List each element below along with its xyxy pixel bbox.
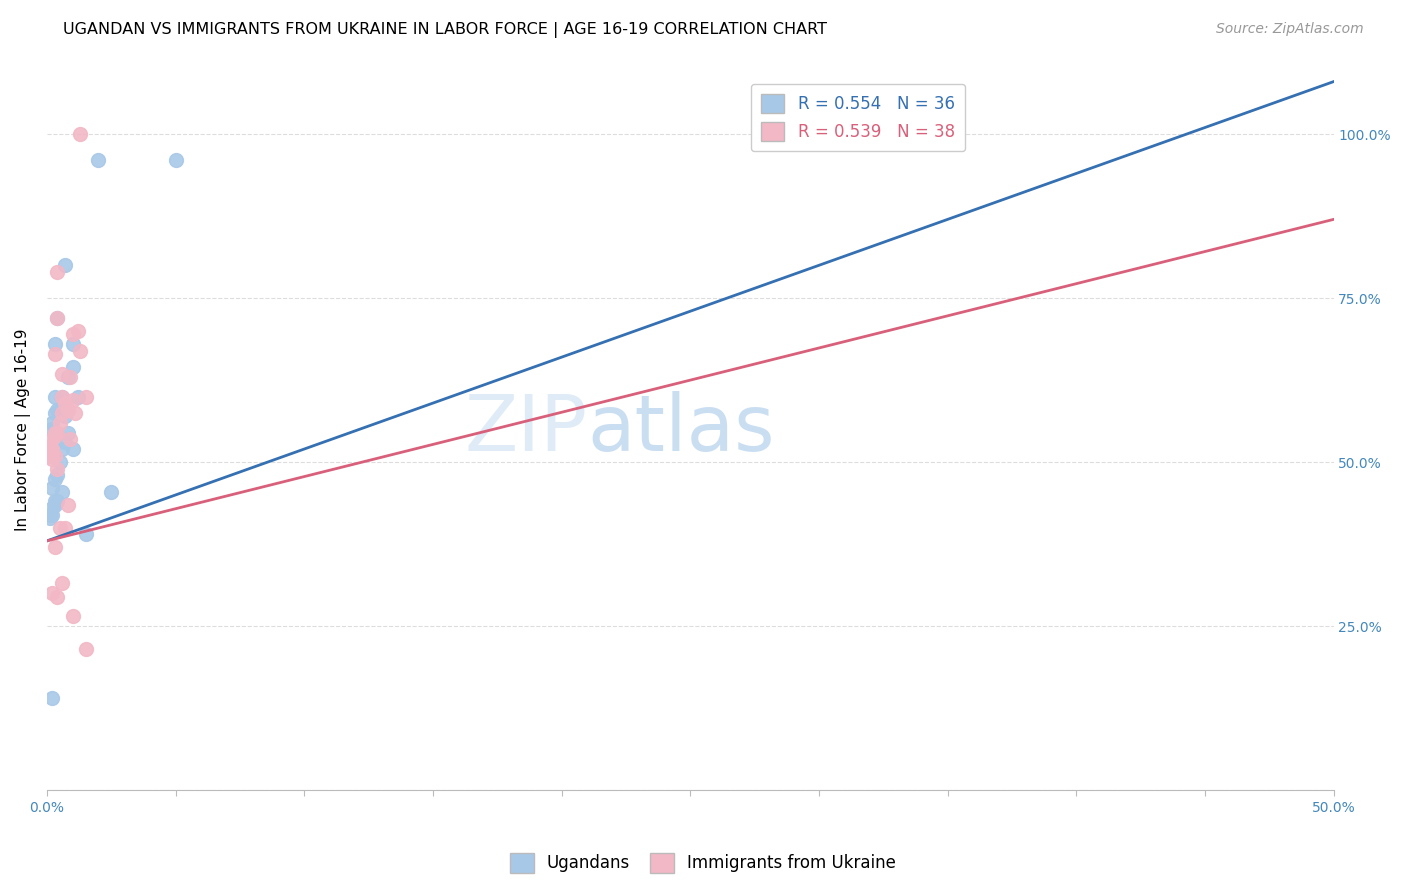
Point (46, 310, 69, 325)
Point (53, 258, 76, 272)
Point (41, 451, 63, 466)
Point (56, 402, 79, 417)
Point (41, 416, 63, 430)
Point (51, 576, 73, 591)
Point (75, 642, 97, 657)
Point (62, 327, 84, 342)
Point (41, 432, 63, 446)
Point (53, 435, 76, 450)
Point (56, 498, 79, 512)
Point (44, 541, 66, 555)
Point (46, 265, 69, 279)
Point (66, 390, 89, 404)
Point (100, 484, 122, 499)
Point (75, 390, 97, 404)
Point (44, 494, 66, 508)
Point (38, 449, 60, 463)
Point (46, 425, 69, 440)
Point (62, 392, 84, 407)
Point (56, 369, 79, 384)
Point (41, 422, 63, 436)
Point (41, 482, 63, 496)
Point (51, 367, 73, 381)
Point (51, 484, 73, 499)
Point (51, 406, 73, 420)
Point (53, 396, 76, 410)
Text: atlas: atlas (588, 392, 775, 467)
Point (87, 153, 110, 168)
Point (66, 324, 89, 338)
Point (75, 527, 97, 541)
Point (44, 449, 66, 463)
Point (62, 359, 84, 374)
Legend: Ugandans, Immigrants from Ukraine: Ugandans, Immigrants from Ukraine (503, 847, 903, 880)
Legend: R = 0.554   N = 36, R = 0.539   N = 38: R = 0.554 N = 36, R = 0.539 N = 38 (751, 84, 965, 151)
Point (165, 153, 187, 168)
Point (49, 455, 72, 469)
Point (46, 590, 69, 604)
Point (46, 402, 69, 417)
Point (38, 439, 60, 453)
Point (53, 521, 76, 535)
Point (44, 337, 66, 351)
Point (53, 409, 76, 424)
Point (44, 425, 66, 440)
Point (49, 402, 72, 417)
Point (62, 442, 84, 456)
Point (46, 494, 69, 508)
Point (51, 390, 73, 404)
Point (44, 471, 66, 485)
Point (38, 508, 60, 522)
Text: UGANDAN VS IMMIGRANTS FROM UKRAINE IN LABOR FORCE | AGE 16-19 CORRELATION CHART: UGANDAN VS IMMIGRANTS FROM UKRAINE IN LA… (63, 22, 827, 38)
Point (46, 310, 69, 325)
Point (41, 691, 63, 706)
Point (41, 445, 63, 459)
Point (62, 337, 84, 351)
Point (44, 390, 66, 404)
Text: Source: ZipAtlas.com: Source: ZipAtlas.com (1216, 22, 1364, 37)
Text: ZIP: ZIP (464, 392, 588, 467)
Point (49, 416, 72, 430)
Point (49, 521, 72, 535)
Point (62, 609, 84, 624)
Point (41, 508, 63, 522)
Point (41, 501, 63, 516)
Point (69, 343, 91, 358)
Point (59, 432, 82, 446)
Point (69, 127, 91, 141)
Point (41, 442, 63, 456)
Point (44, 406, 66, 420)
Point (51, 442, 73, 456)
Point (44, 498, 66, 512)
Point (44, 347, 66, 361)
Point (56, 425, 79, 440)
Point (65, 406, 87, 420)
Point (51, 390, 73, 404)
Point (59, 369, 82, 384)
Point (44, 429, 66, 443)
Point (38, 511, 60, 525)
Point (41, 586, 63, 600)
Point (46, 468, 69, 483)
Y-axis label: In Labor Force | Age 16-19: In Labor Force | Age 16-19 (15, 328, 31, 531)
Point (46, 461, 69, 475)
